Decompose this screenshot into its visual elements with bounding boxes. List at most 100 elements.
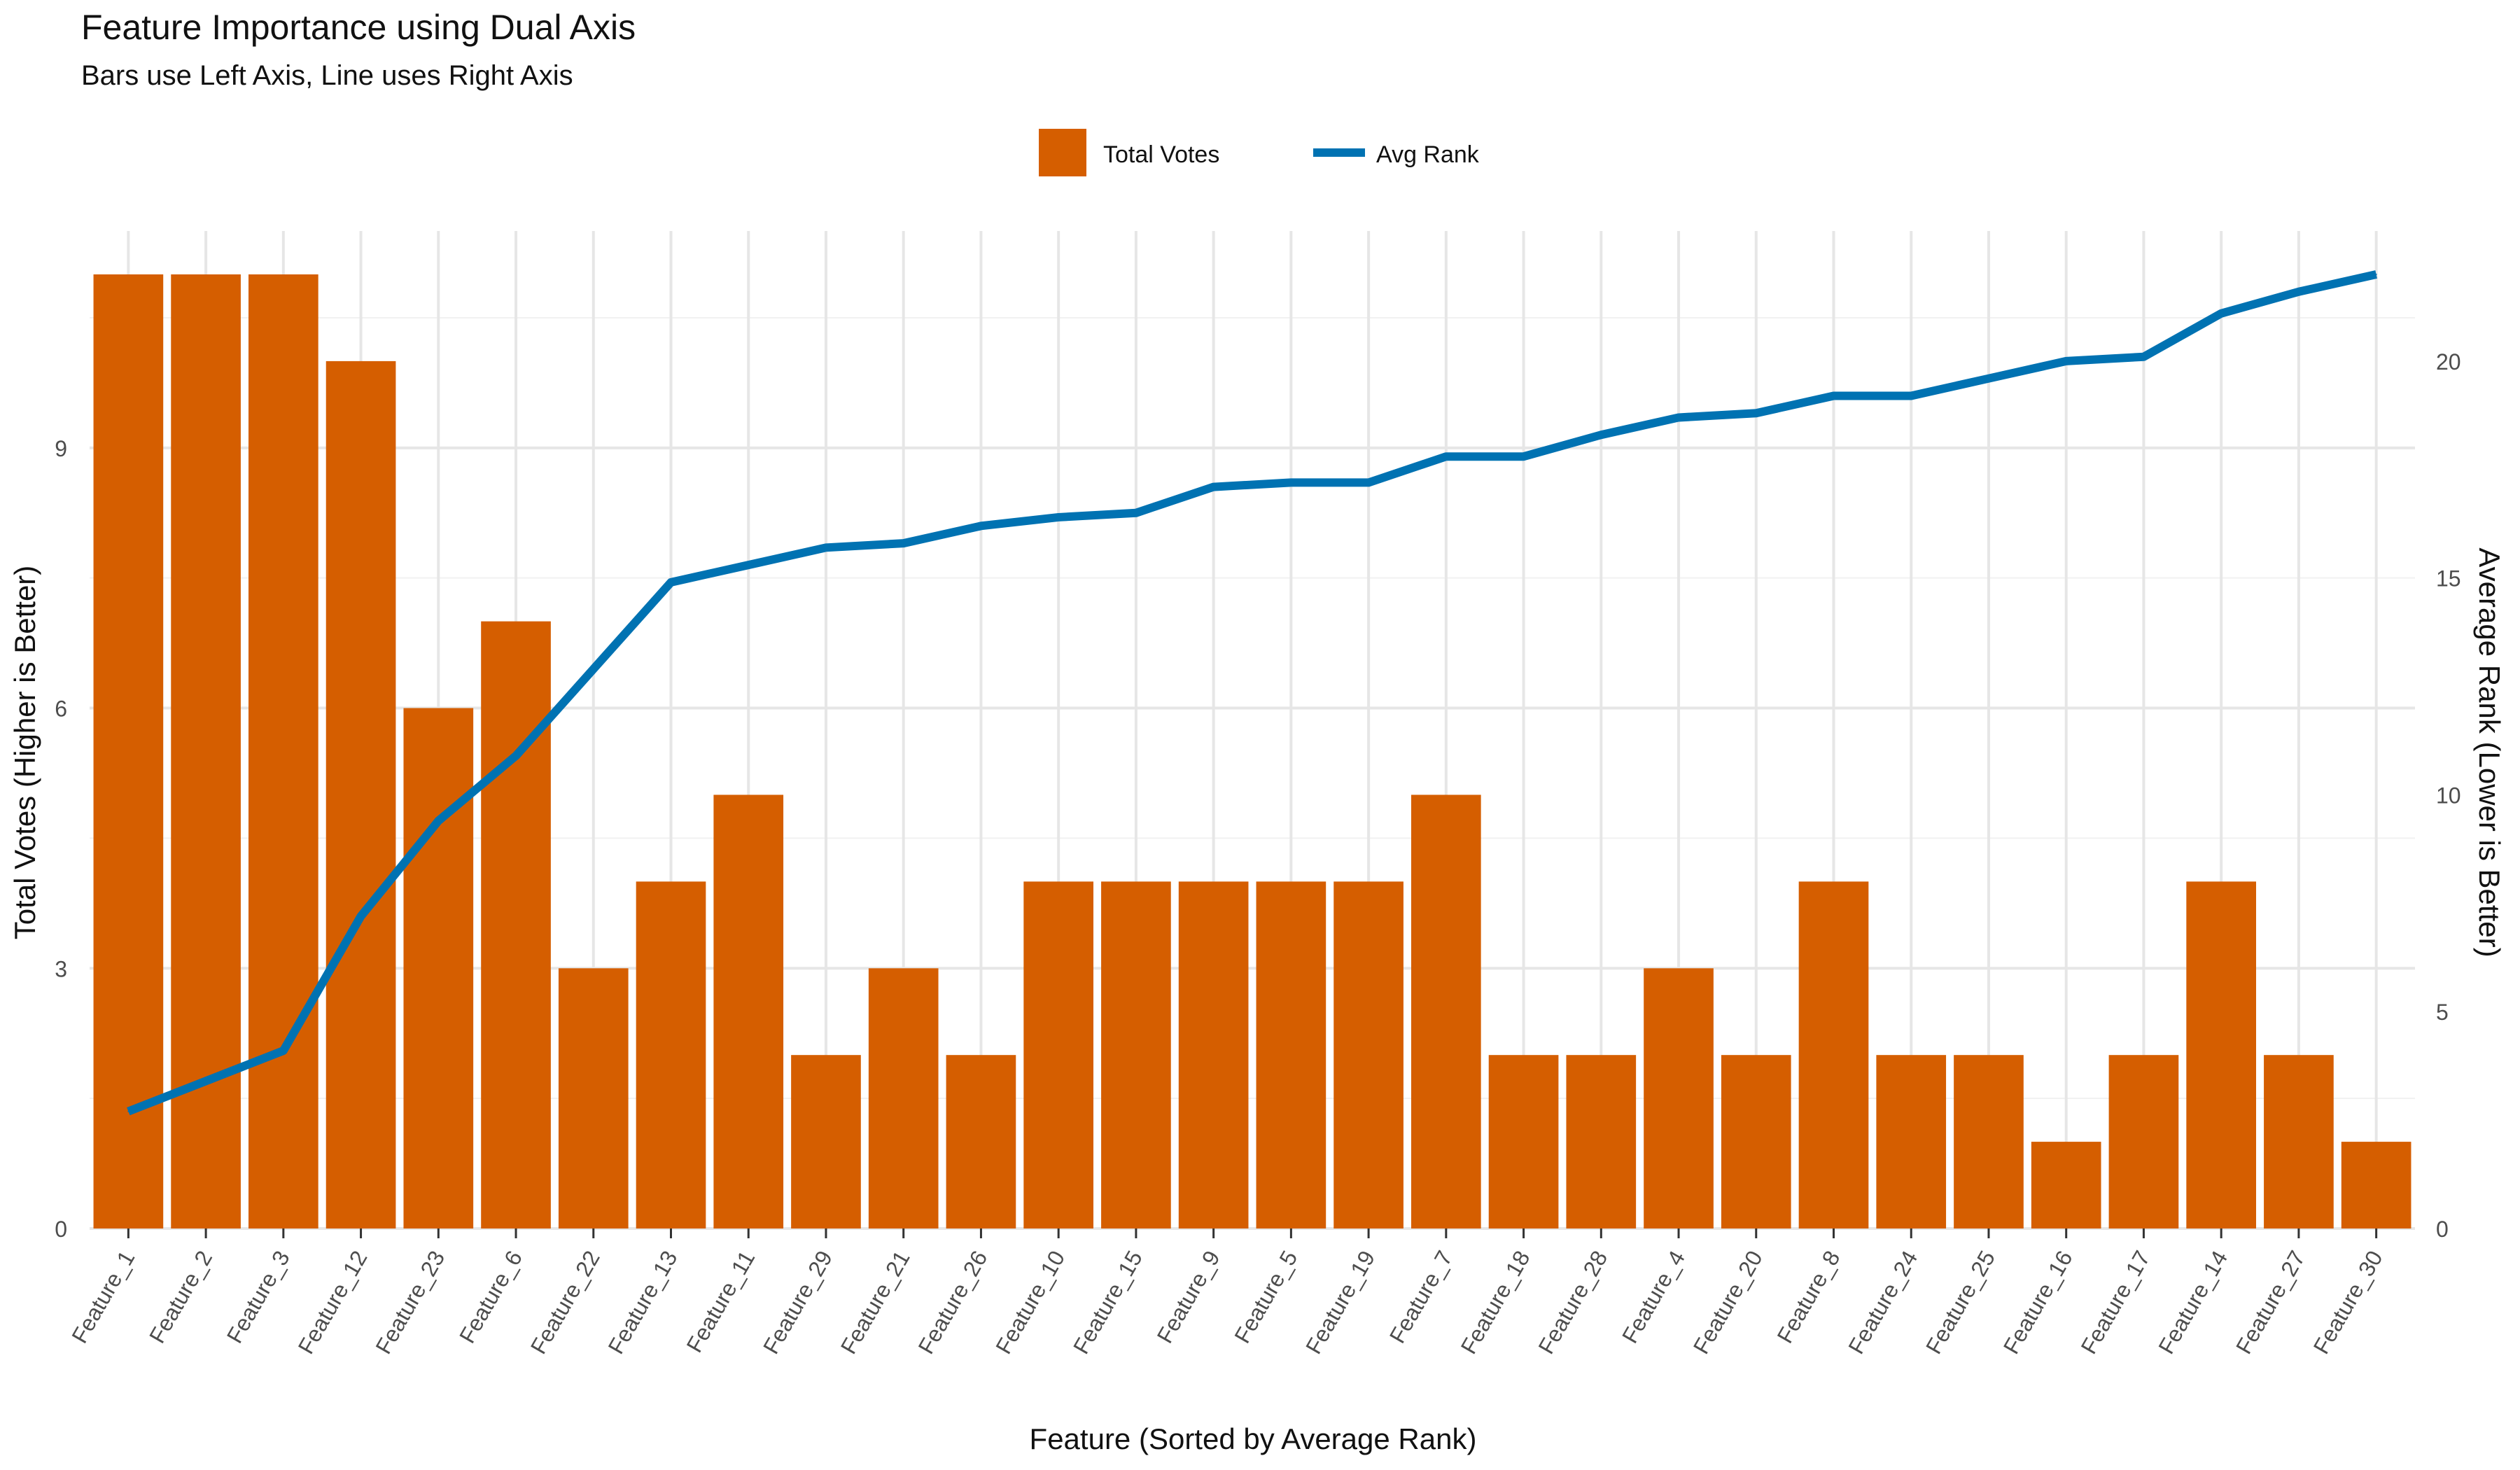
legend-label-total-votes: Total Votes [1103, 141, 1219, 168]
y2-axis-title: Average Rank (Lower is Better) [2473, 547, 2506, 957]
avg-rank-point-Feature_26 [980, 525, 982, 527]
bar-Feature_9 [1178, 881, 1249, 1228]
avg-rank-point-Feature_28 [1600, 434, 1602, 436]
legend-label-avg-rank: Avg Rank [1376, 141, 1480, 168]
avg-rank-point-Feature_18 [1522, 456, 1525, 458]
x-tick-label: Feature_23 [370, 1247, 449, 1359]
x-tick-label: Feature_27 [2231, 1247, 2310, 1359]
x-tick-label: Feature_7 [1385, 1247, 1457, 1348]
x-tick-label: Feature_18 [1456, 1247, 1535, 1359]
y-tick-label: 3 [55, 956, 67, 981]
chart-subtitle: Bars use Left Axis, Line uses Right Axis [81, 60, 573, 91]
avg-rank-point-Feature_30 [2375, 274, 2377, 275]
avg-rank-point-Feature_22 [592, 668, 594, 670]
avg-rank-point-Feature_15 [1135, 512, 1137, 514]
avg-rank-point-Feature_7 [1445, 456, 1447, 458]
x-tick-label: Feature_12 [293, 1247, 372, 1359]
x-tick-label: Feature_30 [2309, 1247, 2388, 1359]
x-tick-label: Feature_5 [1229, 1247, 1302, 1348]
avg-rank-point-Feature_8 [1833, 395, 1835, 397]
avg-rank-point-Feature_13 [670, 581, 672, 583]
bar-Feature_11 [713, 794, 784, 1228]
x-tick-label: Feature_10 [990, 1247, 1070, 1359]
x-tick-label: Feature_21 [836, 1247, 915, 1359]
bar-Feature_22 [558, 968, 629, 1228]
bar-Feature_3 [248, 274, 318, 1228]
avg-rank-point-Feature_17 [2143, 356, 2145, 358]
x-tick-label: Feature_17 [2076, 1247, 2155, 1359]
y2-tick-label: 10 [2436, 783, 2461, 808]
y-tick-label: 6 [55, 696, 67, 722]
avg-rank-point-Feature_10 [1058, 516, 1060, 518]
avg-rank-point-Feature_19 [1368, 482, 1370, 484]
bar-Feature_24 [1876, 1055, 1947, 1228]
x-axis-title: Feature (Sorted by Average Rank) [1030, 1422, 1477, 1455]
avg-rank-point-Feature_3 [282, 1049, 284, 1051]
bar-Feature_27 [2264, 1055, 2334, 1228]
avg-rank-point-Feature_9 [1212, 486, 1214, 488]
x-tick-label: Feature_22 [526, 1247, 605, 1359]
y-tick-label: 9 [55, 436, 67, 461]
bar-Feature_30 [2341, 1142, 2412, 1228]
bar-Feature_16 [2031, 1142, 2101, 1228]
y-axis-title: Total Votes (Higher is Better) [8, 566, 41, 940]
bar-Feature_20 [1721, 1055, 1791, 1228]
avg-rank-line [127, 270, 2377, 1116]
x-tick-label: Feature_29 [758, 1247, 837, 1359]
avg-rank-point-Feature_11 [748, 564, 750, 566]
x-tick-label: Feature_11 [681, 1247, 760, 1357]
bar-Feature_10 [1023, 881, 1093, 1228]
bar-Feature_13 [636, 881, 706, 1228]
bar-Feature_25 [1954, 1055, 2024, 1228]
x-tick-label: Feature_15 [1068, 1247, 1147, 1359]
y2-tick-label: 15 [2436, 566, 2461, 592]
bar-Feature_14 [2186, 881, 2256, 1228]
bar-Feature_12 [326, 360, 396, 1228]
avg-rank-point-Feature_27 [2297, 290, 2300, 293]
x-tick-label: Feature_14 [2153, 1247, 2232, 1359]
avg-rank-point-Feature_5 [1290, 482, 1292, 484]
x-tick-label: Feature_1 [66, 1247, 139, 1348]
x-tick-label: Feature_4 [1617, 1247, 1690, 1348]
x-tick-label: Feature_20 [1688, 1247, 1768, 1359]
line-series [127, 270, 2377, 1116]
x-tick-label: Feature_9 [1152, 1247, 1225, 1348]
x-tick-label: Feature_24 [1843, 1247, 1922, 1359]
avg-rank-point-Feature_6 [515, 755, 517, 757]
avg-rank-point-Feature_4 [1678, 416, 1680, 419]
bar-Feature_6 [481, 621, 551, 1228]
x-tick-label: Feature_28 [1533, 1247, 1612, 1359]
legend-key-total-votes [1039, 129, 1086, 176]
x-tick-label: Feature_19 [1301, 1247, 1380, 1359]
avg-rank-point-Feature_29 [825, 547, 827, 549]
bar-Feature_17 [2108, 1055, 2179, 1228]
bar-Feature_19 [1334, 881, 1404, 1228]
avg-rank-point-Feature_2 [205, 1080, 207, 1082]
bar-Feature_1 [93, 274, 164, 1228]
bar-Feature_15 [1101, 881, 1171, 1228]
y2-tick-label: 0 [2436, 1217, 2449, 1242]
x-tick-label: Feature_6 [454, 1247, 527, 1348]
bar-Feature_4 [1644, 968, 1714, 1228]
bar-Feature_29 [791, 1055, 861, 1228]
x-tick-label: Feature_8 [1772, 1247, 1844, 1348]
avg-rank-point-Feature_25 [1987, 377, 1989, 379]
avg-rank-point-Feature_24 [1910, 395, 1912, 397]
y2-tick-label: 5 [2436, 1000, 2449, 1025]
bar-Feature_18 [1488, 1055, 1559, 1228]
avg-rank-point-Feature_12 [360, 915, 362, 917]
y2-tick-label: 20 [2436, 349, 2461, 374]
avg-rank-point-Feature_14 [2220, 312, 2222, 314]
avg-rank-point-Feature_16 [2065, 360, 2067, 362]
chart-title: Feature Importance using Dual Axis [81, 8, 636, 47]
x-tick-label: Feature_2 [144, 1247, 217, 1348]
bar-Feature_21 [868, 968, 939, 1228]
legend: Total Votes Avg Rank [1039, 129, 1480, 176]
bar-series [93, 274, 2412, 1228]
y-tick-label: 0 [55, 1217, 67, 1242]
avg-rank-point-Feature_1 [127, 1110, 130, 1112]
x-tick-label: Feature_26 [913, 1247, 992, 1359]
bar-Feature_26 [946, 1055, 1016, 1228]
bar-Feature_5 [1256, 881, 1326, 1228]
x-tick-label: Feature_3 [222, 1247, 295, 1348]
